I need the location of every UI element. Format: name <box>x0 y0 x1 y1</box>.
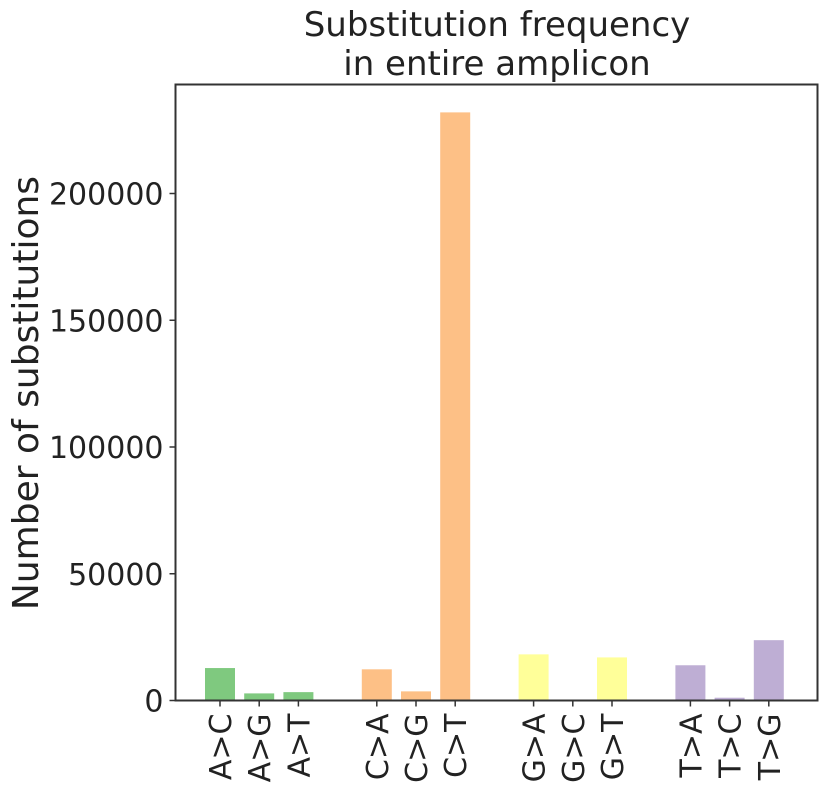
x-tick-label: C>T <box>439 713 474 778</box>
y-tick-label: 150000 <box>49 304 164 339</box>
x-tick-label: C>G <box>400 714 435 783</box>
x-tick-label: A>C <box>204 714 239 781</box>
y-tick-label: 0 <box>144 685 163 720</box>
bars-layer <box>205 112 784 701</box>
bar-T-to-C <box>714 697 745 701</box>
x-ticks-layer: A>C A>G A>T C>A C>G C>T G>A G>C G>T T>A T>C T>G <box>204 700 788 783</box>
x-tick-label: T>G <box>753 714 788 782</box>
x-tick-label: G>C <box>557 714 592 783</box>
x-tick-label: T>A <box>674 713 709 778</box>
bar-C-to-G <box>401 691 431 701</box>
bar-T-to-A <box>675 665 706 701</box>
bar-G-to-T <box>597 657 627 701</box>
bar-C-to-A <box>361 669 392 701</box>
y-tick-label: 50000 <box>68 558 163 593</box>
bar-T-to-G <box>753 640 784 701</box>
bar-A-to-C <box>205 668 235 701</box>
x-tick-label: T>C <box>714 714 749 779</box>
x-tick-label: A>G <box>243 714 278 783</box>
chart-title-line-2: in entire amplicon <box>343 44 650 84</box>
y-tick-label: 200000 <box>49 178 164 213</box>
y-tick-label: 100000 <box>49 431 164 466</box>
x-tick-label: G>T <box>596 713 631 780</box>
bar-A-to-T <box>283 692 314 701</box>
plot-frame <box>174 83 819 702</box>
x-tick-label: G>A <box>518 713 553 782</box>
chart-title-line-1: Substitution frequency <box>304 5 691 45</box>
bar-C-to-T <box>440 112 471 701</box>
x-tick-label: C>A <box>361 713 396 780</box>
y-ticks-layer: 0 50000 100000 150000 200000 <box>49 178 176 720</box>
bar-G-to-A <box>518 654 549 701</box>
x-tick-label: A>T <box>282 713 317 778</box>
bar-A-to-G <box>244 693 275 701</box>
y-axis-label: Number of substitutions <box>6 176 47 610</box>
